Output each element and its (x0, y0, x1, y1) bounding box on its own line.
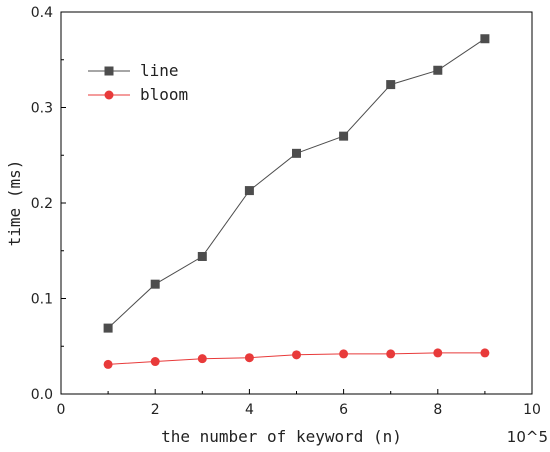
data-point-line (292, 148, 301, 158)
y-tick-label: 0.4 (31, 5, 53, 21)
data-point-line (103, 323, 113, 333)
y-axis-title: time (ms) (5, 160, 24, 247)
plot-area-frame (60, 11, 533, 395)
x-axis-exponent-label: 10^5 (507, 428, 548, 446)
data-point-bloom (292, 350, 301, 360)
data-point-bloom (150, 357, 160, 367)
data-point-bloom (386, 349, 396, 359)
data-point-line (386, 80, 396, 90)
data-point-bloom (480, 348, 490, 358)
data-point-line (197, 251, 207, 261)
legend: line bloom (88, 61, 188, 104)
series-layer (103, 34, 490, 369)
data-point-line (244, 186, 254, 196)
data-point-bloom (197, 354, 207, 364)
data-point-bloom (433, 348, 443, 358)
x-tick-label: 6 (339, 402, 348, 418)
x-tick-label: 8 (433, 402, 442, 418)
x-axis-ticks: 0 2 4 6 8 10 (57, 389, 541, 418)
data-point-bloom (339, 349, 349, 359)
y-tick-label: 0.1 (31, 292, 53, 308)
legend-label-line: line (140, 61, 179, 80)
y-tick-label: 0.0 (31, 387, 53, 403)
x-axis-title: the number of keyword (n) (161, 427, 402, 446)
legend-label-bloom: bloom (140, 85, 188, 104)
x-tick-label: 10 (523, 402, 541, 418)
data-point-bloom (244, 353, 254, 363)
data-point-bloom (103, 359, 113, 369)
data-point-line (433, 65, 443, 75)
data-point-line (150, 279, 160, 289)
legend-marker-line (104, 66, 114, 76)
x-tick-label: 0 (57, 402, 66, 418)
y-axis-ticks: 0.0 0.1 0.2 0.3 0.4 (31, 5, 66, 403)
data-point-line (339, 131, 349, 141)
x-tick-label: 2 (151, 402, 160, 418)
data-point-line (480, 34, 490, 44)
y-tick-label: 0.2 (31, 196, 53, 212)
series-line-line (107, 38, 486, 329)
y-tick-label: 0.3 (31, 101, 53, 117)
x-tick-label: 4 (245, 402, 254, 418)
legend-marker-bloom (104, 90, 114, 100)
